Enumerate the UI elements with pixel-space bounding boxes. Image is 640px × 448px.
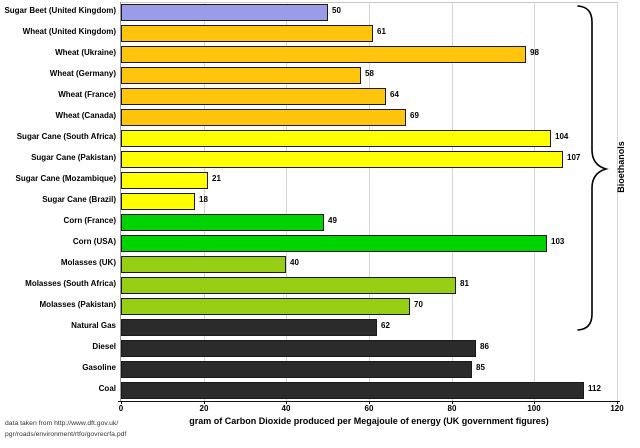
bar-fossil [121,382,584,399]
x-axis-tick-0 [121,401,122,404]
category-label: Sugar Cane (Pakistan) [31,153,116,162]
bar-wheat [121,88,386,105]
x-tick-label-40: 40 [281,404,291,413]
category-label: Wheat (France) [58,90,116,99]
x-axis-tick-120 [617,401,618,404]
bar-wheat [121,67,361,84]
x-tick-label-120: 120 [610,404,624,413]
category-label: Molasses (UK) [60,258,116,267]
value-label: 86 [480,342,489,351]
value-label: 98 [530,48,539,57]
x-axis-tick-40 [286,401,287,404]
x-axis-line [118,401,620,402]
category-label: Wheat (Germany) [49,69,116,78]
value-label: 58 [365,69,374,78]
category-label: Natural Gas [71,321,116,330]
x-tick-label-0: 0 [118,404,124,413]
bar-corn [121,235,547,252]
category-label: Sugar Cane (Mozambique) [15,174,116,183]
bioethanols-brace [577,5,609,331]
value-label: 81 [460,279,469,288]
source-note-line2: pgr/roads/environment/rtfo/govrecrfa.pdf [5,430,127,438]
category-label: Wheat (Ukraine) [55,48,116,57]
gridline-x-60 [369,2,370,401]
gridline-x-80 [452,2,453,401]
value-label: 112 [588,384,601,393]
source-note: data taken from http://www.dft.gov.uk/ p… [5,419,126,440]
value-label: 69 [410,111,419,120]
gridline-x-100 [534,2,535,401]
x-tick-label-80: 80 [447,404,457,413]
value-label: 64 [390,90,399,99]
value-label: 85 [476,363,485,372]
category-label: Corn (USA) [72,237,116,246]
bar-fossil [121,361,472,378]
bar-sugar_beet [121,4,328,21]
bar-fossil [121,340,476,357]
value-label: 50 [332,6,341,15]
category-label: Wheat (Canada) [55,111,116,120]
source-note-line1: data taken from http://www.dft.gov.uk/ [5,420,119,427]
x-axis-tick-60 [369,401,370,404]
bar-sugar_cane [121,193,195,210]
gridline-x-120 [617,2,618,401]
bar-corn [121,214,324,231]
value-label: 103 [551,237,565,246]
value-label: 40 [290,258,299,267]
value-label: 18 [199,195,208,204]
x-tick-label-60: 60 [364,404,374,413]
category-label: Molasses (Pakistan) [39,300,116,309]
category-label: Sugar Cane (Brazil) [42,195,116,204]
bar-sugar_cane [121,130,551,147]
x-axis-tick-100 [534,401,535,404]
category-label: Sugar Beet (United Kingdom) [4,6,116,15]
category-label: Wheat (United Kingdom) [22,27,116,36]
x-tick-label-100: 100 [527,404,541,413]
bar-wheat [121,46,526,63]
bar-wheat [121,25,373,42]
category-label: Sugar Cane (South Africa) [16,132,116,141]
value-label: 107 [567,153,581,162]
category-label: Coal [98,384,116,393]
bioethanols-brace-label: Bioethanols [616,141,626,193]
bar-molasses [121,256,286,273]
gridline-x-40 [286,2,287,401]
bar-wheat [121,109,406,126]
value-label: 104 [555,132,569,141]
category-label: Corn (France) [63,216,116,225]
category-label: Diesel [92,342,116,351]
bar-molasses [121,277,456,294]
y-axis-line [120,2,121,401]
category-label: Molasses (South Africa) [25,279,116,288]
plot-top-border [120,2,617,3]
x-axis-tick-80 [452,401,453,404]
value-label: 70 [414,300,423,309]
category-label: Gasoline [82,363,116,372]
bar-molasses [121,298,410,315]
value-label: 49 [328,216,337,225]
bar-fossil [121,319,377,336]
value-label: 21 [212,174,221,183]
x-axis-title: gram of Carbon Dioxide produced per Mega… [189,416,549,426]
x-tick-label-20: 20 [199,404,209,413]
value-label: 62 [381,321,390,330]
x-axis-tick-20 [204,401,205,404]
bar-sugar_cane [121,151,563,168]
gridline-x-20 [204,2,205,401]
bar-sugar_cane [121,172,208,189]
value-label: 61 [377,27,386,36]
